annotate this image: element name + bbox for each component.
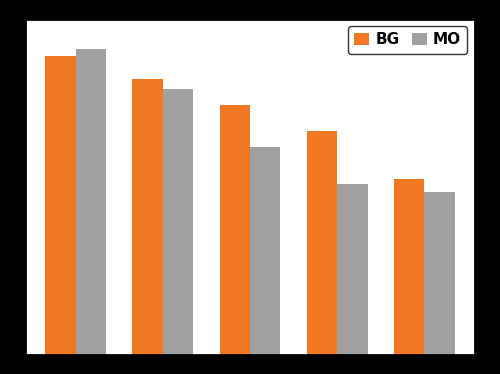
Bar (250, 147, 280, 355)
Bar (46, 56, 76, 355)
Bar (337, 184, 368, 355)
Legend: BG, MO: BG, MO (348, 26, 468, 53)
Bar (424, 192, 454, 355)
Bar (220, 105, 250, 355)
Bar (132, 79, 163, 355)
Bar (76, 49, 106, 355)
Bar (394, 179, 424, 355)
Bar (163, 89, 194, 355)
Bar (306, 132, 337, 355)
